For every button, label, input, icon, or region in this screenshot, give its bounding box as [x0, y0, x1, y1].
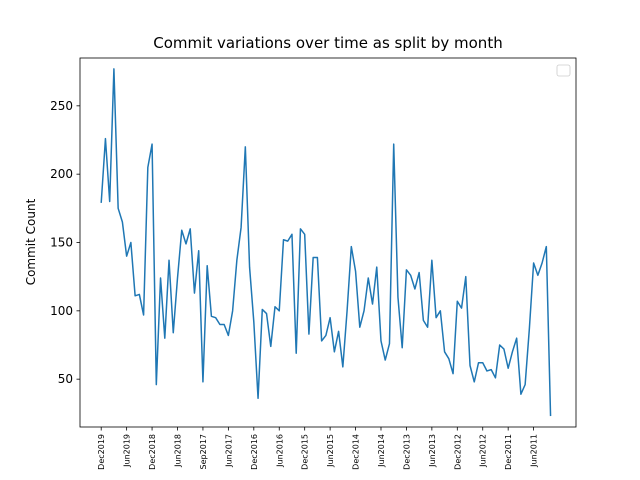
- chart-title: Commit variations over time as split by …: [153, 34, 502, 52]
- x-tick-label: Jun2016: [275, 434, 284, 468]
- x-tick-label: Dec2011: [504, 434, 513, 470]
- x-tick-label: Jun2019: [123, 434, 132, 468]
- legend-box: [556, 64, 571, 77]
- axes-frame: [79, 57, 577, 428]
- y-tick-label: 200: [50, 167, 73, 181]
- x-tick-label: Dec2012: [453, 434, 462, 470]
- x-tick-label: Dec2014: [352, 434, 361, 470]
- x-tick-label: Jun2017: [224, 434, 233, 468]
- x-tick-label: Jun2014: [377, 434, 386, 468]
- x-tick-label: Dec2013: [402, 434, 411, 470]
- x-tick-label: Dec2018: [148, 434, 157, 470]
- y-tick-label: 150: [50, 236, 73, 250]
- series-line: [100, 68, 552, 417]
- x-tick-label: Sep2017: [199, 434, 208, 469]
- x-tick-label: Jun2012: [479, 434, 488, 468]
- x-tick-label: Dec2016: [250, 434, 259, 470]
- y-tick-label: 250: [50, 99, 73, 113]
- y-tick-label: 50: [58, 372, 73, 386]
- x-tick-label: Jun2011: [530, 434, 539, 468]
- x-tick-label: Jun2013: [428, 434, 437, 468]
- x-tick-label: Jun2018: [174, 434, 183, 468]
- y-axis-label: Commit Count: [24, 198, 38, 285]
- plot-area: 50 100 150 200 250 Dec2019 Jun2019 Dec2018 Jun20…: [50, 68, 552, 470]
- y-tick-label: 100: [50, 304, 73, 318]
- x-tick-label: Dec2015: [301, 434, 310, 470]
- x-tick-label: Dec2019: [97, 434, 106, 470]
- x-tick-label: Jun2015: [326, 434, 335, 468]
